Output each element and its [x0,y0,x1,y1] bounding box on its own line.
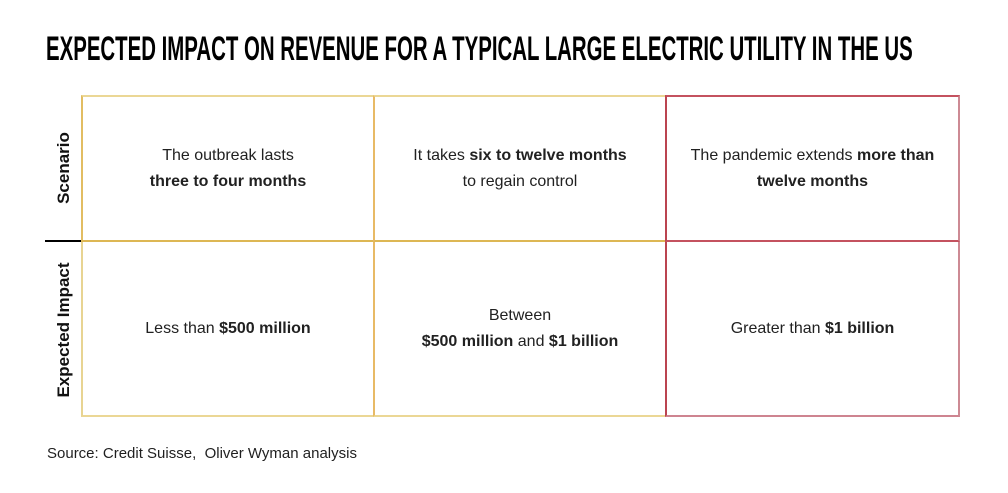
impact-2-line1: Between [488,306,552,324]
page-title: EXPECTED IMPACT ON REVENUE FOR A TYPICAL… [46,30,1008,70]
impact-1-pre: Less than [145,319,220,337]
scenario-cell-3-text: The pandemic extends more than twelve mon… [691,143,935,195]
impact-1-bold: $500 million [219,319,311,337]
impact-cell-2: Between $500 million and $1 billion [373,242,665,417]
impact-cell-3-text: Greater than $1 billion [731,316,895,342]
scenario-2-pre: It takes [413,146,470,164]
impact-2-bold1: $500 million [421,332,514,350]
scenario-3-bold1: more than [856,146,935,164]
row-label-expected-impact: Expected Impact [54,262,73,398]
impact-cell-2-text: Between $500 million and $1 billion [422,303,619,355]
scenario-cell-2-text: It takes six to twelve months to regain c… [413,143,626,195]
row-label-scenario: Scenario [54,132,73,204]
impact-2-mid: and [513,332,549,350]
impact-cell-1: Less than $500 million [81,242,373,417]
scenario-cell-3: The pandemic extends more than twelve mon… [665,95,960,242]
impact-table: The outbreak lasts three to four months I… [81,95,960,417]
scenario-cell-2: It takes six to twelve months to regain c… [373,95,665,242]
row-label-divider-line [45,240,83,242]
scenario-2-bold: six to twelve months [469,146,627,164]
scenario-2-line2: to regain control [462,172,578,190]
source-note: Source: Credit Suisse, Oliver Wyman anal… [47,445,357,462]
scenario-1-line2-bold: three to four months [149,172,307,190]
impact-3-pre: Greater than [730,319,825,337]
scenario-3-pre: The pandemic extends [690,146,857,164]
scenario-1-line1: The outbreak lasts [162,146,294,164]
scenario-3-bold2: twelve months [756,172,869,190]
impact-3-bold: $1 billion [824,319,895,337]
page-title-text: EXPECTED IMPACT ON REVENUE FOR A TYPICAL… [46,30,913,68]
impact-cell-3: Greater than $1 billion [665,242,960,417]
impact-2-bold2: $1 billion [548,332,619,350]
scenario-cell-1: The outbreak lasts three to four months [81,95,373,242]
impact-cell-1-text: Less than $500 million [145,316,310,342]
scenario-cell-1-text: The outbreak lasts three to four months [150,143,306,195]
